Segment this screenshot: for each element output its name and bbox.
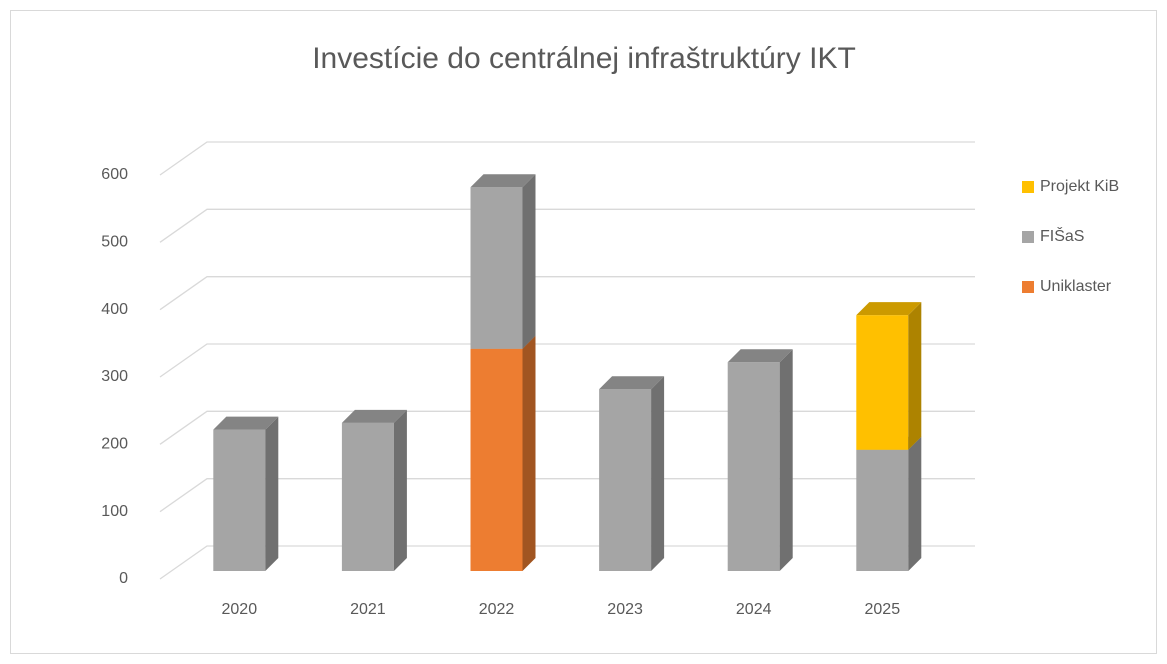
bar-top — [599, 376, 665, 390]
x-tick-label: 2025 — [865, 601, 901, 618]
bar-side — [393, 409, 407, 571]
bar — [341, 422, 394, 571]
bar-side — [908, 436, 922, 571]
chart-title: Investície do centrálnej infraštruktúry … — [312, 42, 856, 75]
bar-top — [856, 302, 922, 316]
bar-side — [908, 302, 922, 450]
y-tick-label: 400 — [101, 301, 128, 318]
bar — [856, 449, 909, 571]
x-tick-label: 2023 — [607, 601, 643, 618]
grid-line — [159, 410, 975, 445]
y-tick-label: 100 — [101, 503, 128, 520]
grid-line — [159, 208, 975, 243]
bar — [856, 315, 909, 450]
bar-side — [651, 376, 665, 571]
x-tick-label: 2022 — [479, 601, 515, 618]
bar — [213, 429, 266, 571]
bar — [599, 389, 652, 571]
legend-swatch — [1022, 231, 1034, 243]
legend-swatch — [1022, 181, 1034, 193]
bar-side — [522, 174, 536, 349]
bar-side — [779, 349, 793, 571]
legend-swatch — [1022, 281, 1034, 293]
y-tick-label: 200 — [101, 436, 128, 453]
bar-top — [470, 174, 536, 188]
bar-side — [265, 416, 279, 571]
x-tick-label: 2024 — [736, 601, 772, 618]
grid-line — [159, 276, 975, 311]
bar — [727, 362, 780, 571]
x-tick-label: 2021 — [350, 601, 386, 618]
bar — [470, 187, 523, 349]
legend-label: Projekt KiB — [1040, 178, 1119, 195]
y-tick-label: 300 — [101, 368, 128, 385]
bar — [470, 348, 523, 571]
bar-top — [341, 409, 407, 423]
x-tick-label: 2020 — [222, 601, 258, 618]
grid-line — [159, 478, 975, 513]
y-tick-label: 0 — [119, 570, 128, 587]
grid-line — [159, 545, 975, 580]
legend-label: FIŠaS — [1040, 226, 1084, 245]
y-tick-label: 500 — [101, 234, 128, 251]
y-tick-label: 600 — [101, 166, 128, 183]
grid-line — [159, 343, 975, 378]
bar-top — [727, 349, 793, 363]
legend-label: Uniklaster — [1040, 278, 1112, 295]
bar-top — [213, 416, 279, 430]
bar-side — [522, 335, 536, 571]
grid-line — [159, 141, 975, 176]
chart-border — [10, 10, 1157, 654]
